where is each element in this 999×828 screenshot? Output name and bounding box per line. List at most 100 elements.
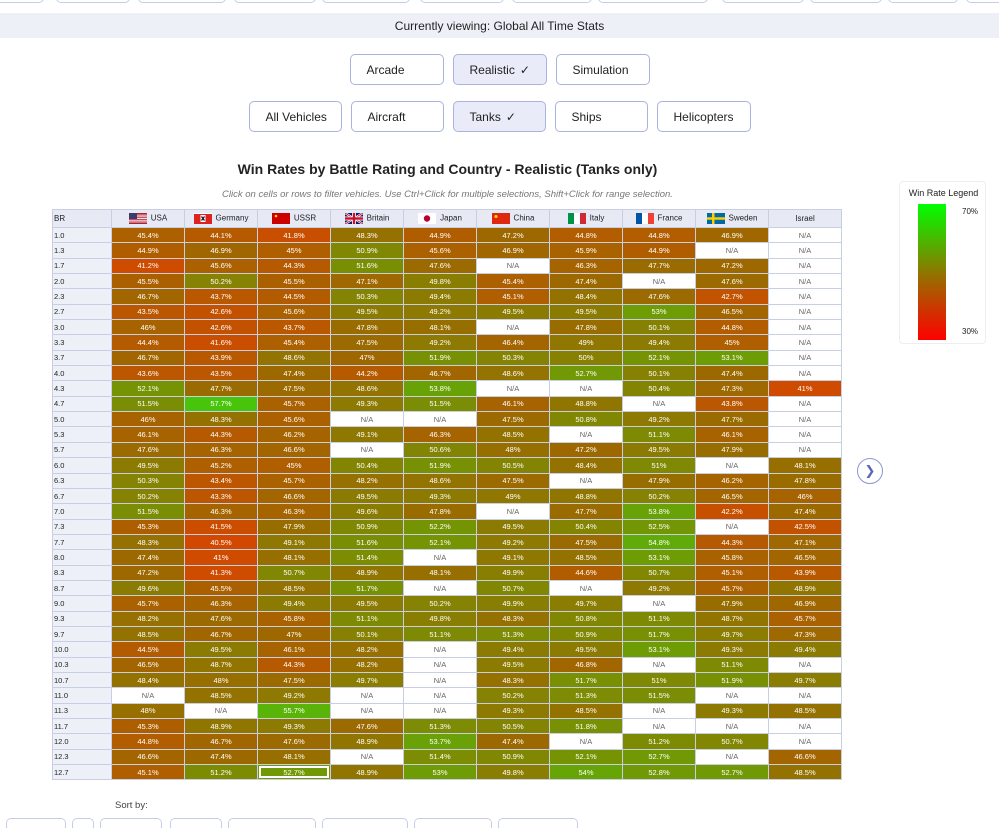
heatmap-cell[interactable]: N/A — [623, 703, 695, 718]
heatmap-cell[interactable]: N/A — [623, 274, 695, 289]
heatmap-cell[interactable]: 47.5% — [258, 381, 330, 396]
heatmap-row[interactable]: 6.0 49.5% 45.2% 45% 50.4% 51.9% 50.5% 48.4% 51% N… — [53, 458, 841, 473]
partial-sort-button[interactable] — [498, 818, 578, 828]
heatmap-cell[interactable]: 52.8% — [623, 765, 695, 780]
heatmap-cell[interactable]: N/A — [404, 580, 476, 596]
br-label[interactable]: 6.0 — [53, 458, 111, 473]
heatmap-cell[interactable]: 47.4% — [477, 734, 549, 749]
heatmap-cell[interactable]: 51.2% — [623, 734, 695, 749]
heatmap-cell[interactable]: N/A — [623, 596, 695, 611]
br-label[interactable]: 4.7 — [53, 396, 111, 412]
heatmap-cell[interactable]: 47.7% — [185, 381, 257, 396]
heatmap-cell[interactable]: 48% — [185, 672, 257, 688]
heatmap-cell[interactable]: 48.5% — [769, 765, 841, 780]
heatmap-cell[interactable]: 51.6% — [331, 258, 403, 274]
partial-button[interactable] — [722, 0, 804, 3]
br-label[interactable]: 2.3 — [53, 289, 111, 304]
heatmap-row[interactable]: 5.7 47.6% 46.3% 46.6% N/A 50.6% 48% 47.2% 49.5% 4… — [53, 442, 841, 458]
partial-sort-button[interactable] — [6, 818, 66, 828]
heatmap-cell[interactable]: 47.9% — [258, 519, 330, 534]
heatmap-cell[interactable]: 45.5% — [258, 274, 330, 289]
heatmap-row[interactable]: 11.7 45.3% 48.9% 49.3% 47.6% 51.3% 50.5% 51.8% N… — [53, 719, 841, 734]
heatmap-cell[interactable]: 50.4% — [331, 458, 403, 473]
heatmap-cell[interactable]: 46.7% — [404, 366, 476, 381]
partial-button[interactable] — [138, 0, 226, 3]
partial-button[interactable] — [234, 0, 316, 3]
heatmap-cell[interactable]: 43.9% — [185, 350, 257, 366]
heatmap-row[interactable]: 2.0 45.5% 50.2% 45.5% 47.1% 49.8% 45.4% 47.4% N/… — [53, 274, 841, 289]
br-label[interactable]: 4.0 — [53, 366, 111, 381]
heatmap-cell[interactable]: N/A — [769, 335, 841, 350]
heatmap-cell[interactable]: 49% — [477, 488, 549, 504]
heatmap-cell[interactable]: 49.2% — [404, 304, 476, 320]
heatmap-row[interactable]: 3.0 46% 42.6% 43.7% 47.8% 48.1% N/A 47.8% 50.1% 4… — [53, 320, 841, 335]
category-button-all-vehicles[interactable]: All Vehicles — [248, 101, 342, 132]
heatmap-cell[interactable]: 48.4% — [550, 289, 622, 304]
heatmap-cell[interactable]: 49.5% — [331, 304, 403, 320]
heatmap-cell[interactable]: 48.4% — [550, 458, 622, 473]
mode-button-arcade[interactable]: Arcade — [349, 54, 444, 85]
heatmap-cell[interactable]: 50.1% — [331, 626, 403, 642]
heatmap-cell[interactable]: 46.3% — [185, 504, 257, 519]
heatmap-cell[interactable]: 43.8% — [696, 396, 768, 412]
heatmap-cell[interactable]: 45.7% — [258, 473, 330, 488]
heatmap-cell[interactable]: 51.3% — [477, 626, 549, 642]
heatmap-cell[interactable]: 48.6% — [404, 473, 476, 488]
heatmap-cell[interactable]: 47.4% — [696, 366, 768, 381]
br-label[interactable]: 7.0 — [53, 504, 111, 519]
heatmap-cell[interactable]: 50.8% — [550, 412, 622, 427]
heatmap-cell[interactable]: 48% — [477, 442, 549, 458]
heatmap-cell[interactable]: 46.6% — [769, 749, 841, 765]
heatmap-cell[interactable]: 44.4% — [112, 335, 184, 350]
column-header-germany[interactable]: Germany — [185, 210, 257, 227]
heatmap-cell[interactable]: 49.9% — [477, 596, 549, 611]
heatmap-row[interactable]: 12.0 44.8% 46.7% 47.6% 48.9% 53.7% 47.4% N/A 51.… — [53, 734, 841, 749]
heatmap-cell[interactable]: 50.3% — [112, 473, 184, 488]
heatmap-cell[interactable]: 46.7% — [112, 350, 184, 366]
heatmap-cell[interactable]: 44.9% — [404, 228, 476, 243]
heatmap-cell[interactable]: 50.4% — [550, 519, 622, 534]
br-label[interactable]: 12.0 — [53, 734, 111, 749]
heatmap-row[interactable]: 6.7 50.2% 43.3% 46.6% 49.5% 49.3% 49% 48.8% 50.2… — [53, 488, 841, 504]
br-label[interactable]: 1.3 — [53, 243, 111, 258]
heatmap-cell[interactable]: 45.7% — [112, 596, 184, 611]
heatmap-cell[interactable]: N/A — [331, 412, 403, 427]
partial-sort-button[interactable] — [72, 818, 94, 828]
br-label[interactable]: 1.0 — [53, 228, 111, 243]
br-label[interactable]: 10.7 — [53, 672, 111, 688]
br-label[interactable]: 7.7 — [53, 534, 111, 550]
partial-sort-button[interactable] — [170, 818, 222, 828]
heatmap-cell[interactable]: N/A — [769, 274, 841, 289]
heatmap-cell[interactable]: 48.1% — [769, 458, 841, 473]
heatmap-cell[interactable]: 46.3% — [550, 258, 622, 274]
heatmap-cell[interactable]: 45.4% — [112, 228, 184, 243]
heatmap-cell[interactable]: 53.8% — [623, 504, 695, 519]
heatmap-cell[interactable]: 53.1% — [623, 550, 695, 565]
heatmap-cell[interactable]: 52.1% — [550, 749, 622, 765]
br-label[interactable]: 8.0 — [53, 550, 111, 565]
heatmap-cell[interactable]: 51.7% — [550, 672, 622, 688]
heatmap-cell[interactable]: 41.6% — [185, 335, 257, 350]
heatmap-cell[interactable]: 48.1% — [258, 550, 330, 565]
heatmap-cell[interactable]: 40.5% — [185, 534, 257, 550]
heatmap-cell[interactable]: 48.9% — [185, 719, 257, 734]
partial-button[interactable] — [56, 0, 130, 3]
heatmap-cell[interactable]: 51.1% — [623, 427, 695, 442]
heatmap-cell[interactable]: 49.2% — [623, 580, 695, 596]
br-label[interactable]: 2.7 — [53, 304, 111, 320]
heatmap-cell[interactable]: N/A — [696, 519, 768, 534]
br-label[interactable]: 12.7 — [53, 765, 111, 780]
heatmap-cell[interactable]: 43.7% — [185, 289, 257, 304]
heatmap-cell[interactable]: 49.7% — [550, 596, 622, 611]
heatmap-cell[interactable]: 45.6% — [258, 412, 330, 427]
heatmap-cell[interactable]: 47.7% — [696, 412, 768, 427]
heatmap-cell[interactable]: 49.7% — [331, 672, 403, 688]
heatmap-row[interactable]: 1.0 45.4% 44.1% 41.8% 48.3% 44.9% 47.2% 44.8% 44… — [53, 228, 841, 243]
heatmap-cell[interactable]: 47.6% — [258, 734, 330, 749]
heatmap-cell[interactable]: 44.8% — [112, 734, 184, 749]
heatmap-cell[interactable]: 48.7% — [696, 611, 768, 626]
br-label[interactable]: 9.7 — [53, 626, 111, 642]
heatmap-cell[interactable]: 45.4% — [477, 274, 549, 289]
heatmap-cell[interactable]: 46.7% — [185, 734, 257, 749]
br-label[interactable]: 3.3 — [53, 335, 111, 350]
